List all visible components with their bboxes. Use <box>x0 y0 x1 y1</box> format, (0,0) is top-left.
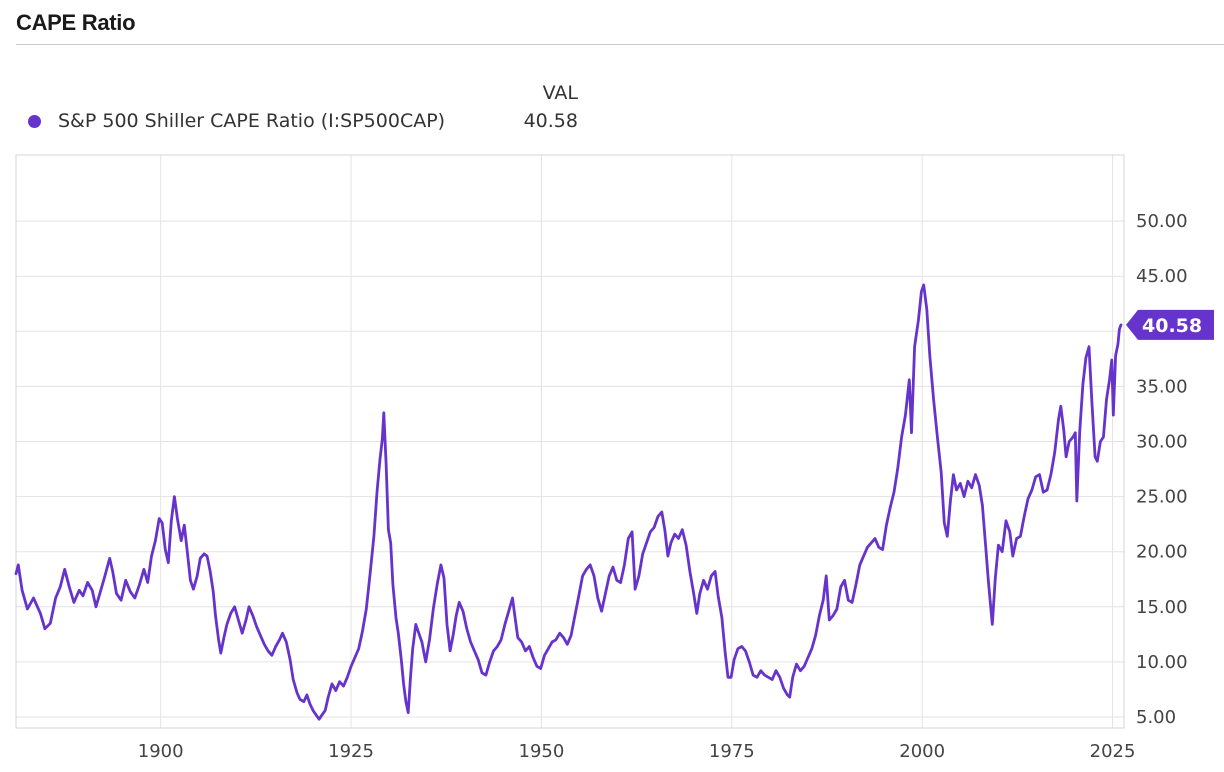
x-tick-label: 1925 <box>328 741 374 762</box>
last-value-label: 40.58 <box>1142 315 1202 337</box>
x-tick-label: 2025 <box>1090 741 1136 762</box>
last-value-marker <box>1126 309 1214 340</box>
y-tick-label: 50.00 <box>1136 211 1188 232</box>
y-tick-label: 10.00 <box>1136 652 1188 673</box>
y-tick-label: 5.00 <box>1136 707 1176 728</box>
x-axis-ticks: 1900 1925 1950 1975 2000 2025 <box>138 741 1136 762</box>
x-tick-label: 1975 <box>709 741 755 762</box>
legend-series-value: 40.58 <box>523 110 578 132</box>
legend-series-name: S&P 500 Shiller CAPE Ratio (I:SP500CAP) <box>58 110 446 132</box>
x-tick-label: 1950 <box>519 741 565 762</box>
x-tick-label: 2000 <box>899 741 945 762</box>
y-tick-label: 45.00 <box>1136 266 1188 287</box>
y-tick-label: 20.00 <box>1136 542 1188 563</box>
y-tick-label: 30.00 <box>1136 432 1188 453</box>
title-divider <box>16 44 1224 45</box>
y-tick-label: 25.00 <box>1136 487 1188 508</box>
series-line <box>14 283 1123 721</box>
legend-value-header: VAL <box>542 82 578 104</box>
x-tick-label: 1900 <box>138 741 184 762</box>
y-tick-label: 35.00 <box>1136 376 1188 397</box>
grid-lines <box>16 155 1124 728</box>
last-value-marker-group: 40.58 <box>1126 309 1214 340</box>
y-tick-label: 15.00 <box>1136 597 1188 618</box>
series-layer <box>14 283 1123 721</box>
y-axis-ticks: 5.0010.0015.0020.0025.0030.0035.0040.004… <box>1136 211 1188 728</box>
legend-entry[interactable]: S&P 500 Shiller CAPE Ratio (I:SP500CAP) … <box>28 108 588 136</box>
page-title: CAPE Ratio <box>16 10 136 35</box>
plot-frame <box>15 154 1125 729</box>
legend-dot-icon <box>28 115 41 128</box>
